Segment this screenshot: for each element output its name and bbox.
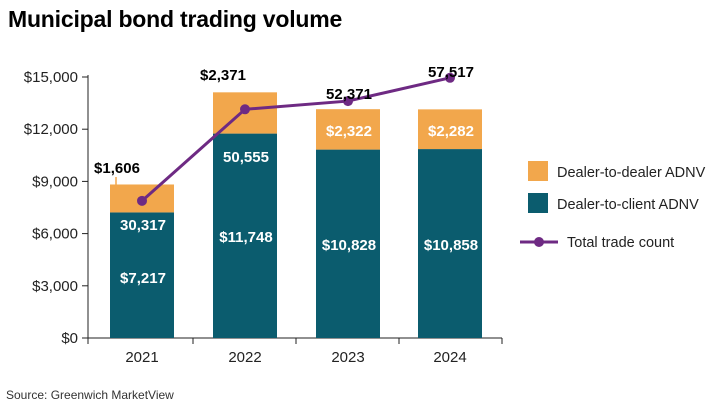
- label-dealer-to-client: $10,858: [424, 237, 478, 254]
- point-total-trade-count: [137, 195, 147, 206]
- label-total-trade-count: 57,517: [428, 64, 474, 81]
- y-tick-label: $15,000: [24, 69, 78, 86]
- y-tick-label: $3,000: [32, 278, 78, 295]
- x-tick-label: 2024: [433, 349, 466, 366]
- line-total-trade-count: [141, 76, 451, 202]
- bar-dealer-to-dealer: [418, 109, 482, 150]
- legend-swatch-trade-count-marker: [534, 237, 544, 247]
- bar-dealer-to-client: [110, 212, 174, 338]
- y-tick-label: $9,000: [32, 173, 78, 190]
- point-total-trade-count: [343, 96, 353, 107]
- y-tick-label: $0: [61, 330, 78, 347]
- bar-dealer-to-client: [418, 149, 482, 338]
- label-total-trade-count: 30,317: [120, 217, 166, 234]
- legend-label-trade-count: Total trade count: [567, 235, 674, 251]
- x-tick-label: 2023: [331, 349, 364, 366]
- legend-label-dealer-to-dealer: Dealer-to-dealer ADNV: [557, 165, 706, 181]
- label-dealer-to-dealer: $2,322: [326, 123, 372, 140]
- label-dealer-to-client: $11,748: [219, 229, 272, 246]
- x-tick-label: 2021: [125, 349, 158, 366]
- x-tick-label: 2022: [228, 349, 261, 366]
- chart-area: $0 $3,000 $6,000 $9,000 $12,000 $15,000 2021 20…: [24, 64, 706, 366]
- bar-dealer-to-client: [213, 133, 277, 338]
- point-total-trade-count: [445, 72, 455, 83]
- label-total-trade-count: 50,555: [223, 149, 269, 166]
- bar-dealer-to-client: [316, 149, 380, 338]
- y-tick-label: $6,000: [32, 226, 78, 243]
- label-dealer-to-dealer: $2,282: [428, 123, 474, 140]
- label-dealer-to-client: $10,828: [322, 237, 376, 254]
- y-tick-label: $12,000: [24, 121, 78, 138]
- label-dealer-to-client: $7,217: [120, 270, 166, 287]
- source-note: Source: Greenwich MarketView: [6, 388, 174, 402]
- label-dealer-to-dealer: $2,371: [200, 67, 246, 84]
- legend-swatch-dealer-to-dealer: [528, 161, 548, 181]
- bar-dealer-to-dealer: [316, 109, 380, 150]
- legend-label-dealer-to-client: Dealer-to-client ADNV: [557, 197, 699, 213]
- legend-swatch-dealer-to-client: [528, 193, 548, 213]
- label-total-trade-count: 52,371: [326, 86, 372, 103]
- point-total-trade-count: [240, 104, 250, 115]
- chart-title: Municipal bond trading volume: [8, 6, 343, 32]
- label-dealer-to-dealer: $1,606: [94, 160, 140, 177]
